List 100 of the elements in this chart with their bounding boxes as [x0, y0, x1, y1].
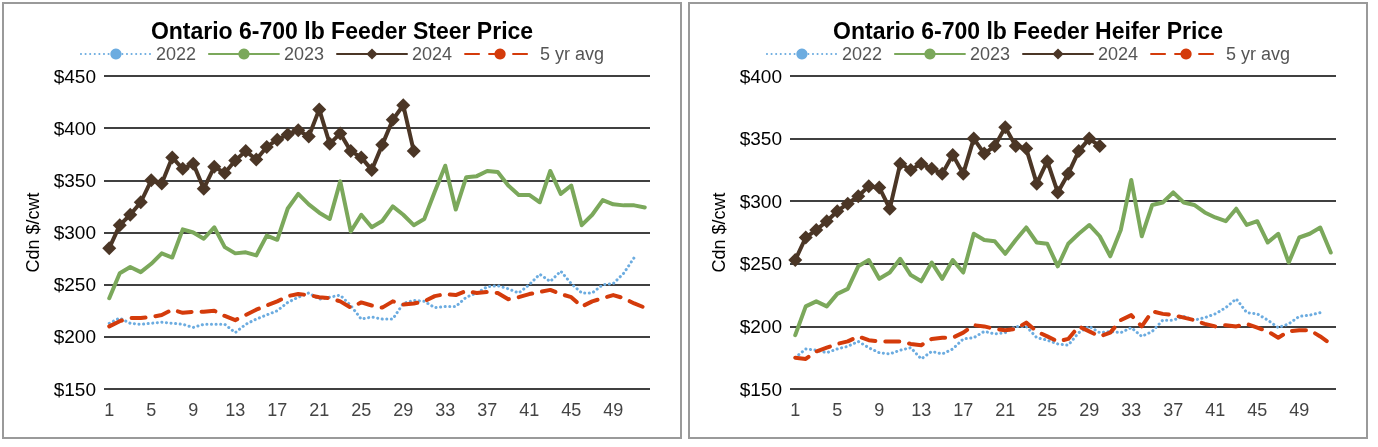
legend-label: 5 yr avg	[1226, 44, 1291, 64]
point	[1061, 166, 1076, 181]
x-tick-label: 9	[188, 400, 199, 420]
x-tick-label: 37	[1163, 400, 1184, 420]
legend-label: 2024	[412, 44, 453, 64]
y-tick-label: $200	[53, 326, 96, 348]
point	[301, 129, 316, 144]
point	[1040, 154, 1055, 169]
point	[1019, 141, 1034, 156]
point	[259, 139, 274, 154]
x-tick-label: 17	[267, 400, 288, 420]
y-axis-title: Cdn $/cwt	[709, 192, 729, 273]
x-tick-label: 29	[1079, 400, 1100, 420]
x-tick-label: 37	[477, 400, 498, 420]
y-tick-label: $450	[53, 65, 96, 87]
x-tick-label: 33	[1121, 400, 1142, 420]
x-tick-label: 9	[874, 400, 885, 420]
point	[893, 156, 908, 171]
x-tick-label: 1	[104, 400, 115, 420]
point	[291, 123, 306, 138]
point	[977, 146, 992, 161]
point	[102, 241, 117, 256]
point	[945, 147, 960, 162]
point	[819, 214, 834, 229]
x-tick-label: 13	[225, 400, 246, 420]
point	[882, 201, 897, 216]
y-tick-label: $350	[739, 128, 782, 150]
point	[861, 179, 876, 194]
x-tick-label: 29	[393, 400, 414, 420]
x-tick-label: 25	[351, 400, 372, 420]
point	[165, 150, 180, 165]
legend-label: 2024	[1098, 44, 1139, 64]
x-tick-label: 49	[1289, 400, 1310, 420]
point	[788, 253, 803, 268]
y-axis-title: Cdn $/cwt	[23, 192, 43, 273]
point	[375, 137, 390, 152]
x-tick-label: 49	[603, 400, 624, 420]
point	[872, 180, 887, 195]
point	[364, 162, 379, 177]
x-tick-label: 17	[953, 400, 974, 420]
x-tick-label: 13	[911, 400, 932, 420]
point	[228, 153, 243, 168]
line-series	[107, 256, 636, 335]
chart-title: Ontario 6-700 lb Feeder Steer Price	[150, 17, 534, 44]
x-tick-label: 41	[1205, 400, 1226, 420]
point	[809, 223, 824, 237]
x-tick-label: 25	[1037, 400, 1058, 420]
y-tick-label: $400	[739, 65, 782, 87]
y-tick-label: $400	[53, 117, 96, 139]
legend-label: 2022	[155, 44, 196, 64]
point	[217, 166, 232, 181]
x-tick-label: 1	[790, 400, 801, 420]
x-tick-label: 41	[519, 400, 540, 420]
point	[840, 196, 855, 211]
line-series	[793, 177, 1333, 338]
point	[123, 207, 138, 222]
point	[406, 144, 421, 159]
y-tick-label: $300	[739, 190, 782, 212]
point	[1082, 131, 1097, 146]
x-tick-label: 21	[309, 400, 330, 420]
y-tick-label: $350	[53, 169, 96, 191]
point	[966, 131, 981, 146]
point	[280, 127, 295, 142]
x-tick-label: 45	[561, 400, 582, 420]
point	[343, 144, 358, 159]
line-series	[107, 163, 647, 301]
y-tick-label: $200	[739, 315, 782, 337]
point	[270, 132, 285, 147]
point	[186, 156, 201, 171]
x-tick-label: 33	[435, 400, 456, 420]
point	[1050, 185, 1065, 200]
point	[175, 161, 190, 176]
x-tick-label: 45	[1247, 400, 1268, 420]
point	[830, 204, 845, 219]
y-tick-label: $250	[739, 253, 782, 275]
y-tick-label: $150	[739, 378, 782, 400]
point	[1092, 139, 1107, 154]
legend-label: 5 yr avg	[540, 44, 605, 64]
point	[998, 120, 1013, 135]
legend-label: 2023	[969, 44, 1011, 64]
y-tick-label: $150	[53, 378, 96, 400]
chart-title: Ontario 6-700 lb Feeder Heifer Price	[833, 17, 1223, 44]
point	[1029, 176, 1044, 191]
point	[396, 98, 411, 113]
point	[196, 181, 211, 196]
point	[333, 126, 348, 141]
point	[924, 161, 939, 176]
point	[238, 144, 253, 159]
point	[354, 150, 369, 165]
point	[207, 159, 222, 174]
y-tick-label: $300	[53, 222, 96, 243]
x-tick-label: 5	[146, 400, 157, 420]
legend-label: 2023	[283, 44, 325, 64]
x-tick-label: 5	[832, 400, 843, 420]
point	[385, 112, 400, 127]
point	[144, 173, 159, 188]
point	[935, 166, 950, 181]
x-tick-label: 21	[995, 400, 1016, 420]
point	[154, 176, 169, 191]
point	[956, 166, 971, 181]
